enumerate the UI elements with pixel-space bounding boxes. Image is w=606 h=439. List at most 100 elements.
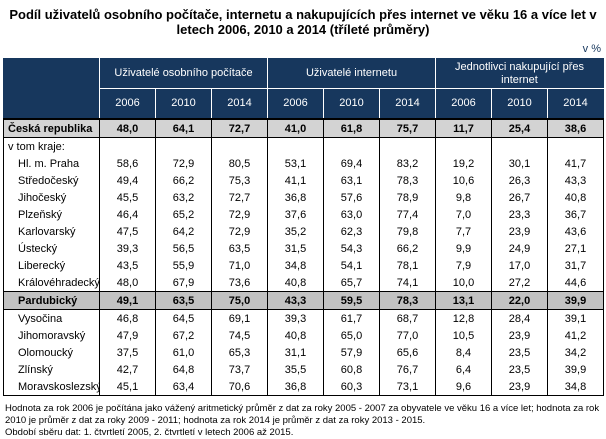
- row-label: Česká republika: [3, 118, 100, 138]
- footnotes: Hodnota za rok 2006 je počítána jako váž…: [3, 403, 603, 439]
- data-cell: 64,2: [155, 223, 212, 240]
- data-cell: 72,9: [211, 206, 268, 223]
- data-cell: 54,3: [323, 240, 380, 257]
- corner-cell: [3, 58, 100, 120]
- row-label: Moravskoslezský: [3, 378, 100, 396]
- data-cell: 60,8: [323, 361, 380, 378]
- row-label: v tom kraje:: [3, 137, 100, 155]
- data-cell: 72,7: [211, 189, 268, 206]
- header-year-row: 2006 2010 2014 2006 2010 2014 2006 2010 2014: [4, 88, 605, 120]
- data-cell: 72,7: [211, 118, 268, 138]
- data-cell: 41,0: [267, 118, 324, 138]
- row-label: Plzeňský: [3, 206, 100, 223]
- data-cell: 31,7: [547, 257, 605, 274]
- data-cell: 38,6: [547, 118, 605, 138]
- data-cell: 41,2: [547, 327, 605, 344]
- data-cell: 43,3: [547, 172, 605, 189]
- row-label: Ústecký: [3, 240, 100, 257]
- year-header: 2006: [267, 88, 324, 120]
- data-cell: 79,8: [378, 223, 437, 240]
- data-cell: 57,9: [323, 344, 380, 361]
- data-cell: 7,7: [435, 223, 493, 240]
- data-cell: 36,8: [267, 378, 324, 396]
- table-row: Ústecký 39,3 56,5 63,5 31,5 54,3 66,2 9,9 24,9 27…: [3, 240, 605, 257]
- table-row: Moravskoslezský 45,1 63,4 70,6 36,8 60,3 73,1 9…: [3, 378, 605, 396]
- table-row: Karlovarský 47,5 64,2 72,9 35,2 62,3 79,8 7,7 23…: [3, 223, 605, 240]
- row-label: Pardubický: [3, 291, 100, 310]
- data-cell: 43,3: [267, 291, 324, 310]
- data-cell: 39,9: [547, 361, 605, 378]
- data-cell: 27,2: [491, 274, 549, 292]
- data-cell: 41,1: [267, 172, 324, 189]
- data-cell: 31,5: [267, 240, 324, 257]
- year-header: 2014: [547, 88, 605, 120]
- data-cell: 65,6: [378, 344, 437, 361]
- year-header: 2006: [435, 88, 493, 120]
- data-cell: 37,5: [99, 344, 156, 361]
- data-cell: 30,1: [491, 155, 549, 172]
- data-cell: 72,9: [211, 223, 268, 240]
- data-cell: 78,3: [378, 172, 437, 189]
- data-cell: 17,0: [491, 257, 549, 274]
- data-cell: [378, 137, 437, 155]
- row-label: Královéhradecký: [3, 274, 100, 292]
- table-row: Pardubický 49,1 63,5 75,0 43,3 59,5 78,3 13,1 22…: [3, 291, 605, 310]
- data-cell: 53,1: [267, 155, 324, 172]
- data-cell: 49,4: [99, 172, 156, 189]
- data-cell: [435, 137, 493, 155]
- data-cell: 65,7: [323, 274, 380, 292]
- data-cell: 34,2: [547, 344, 605, 361]
- data-cell: 10,6: [435, 172, 493, 189]
- data-cell: 69,4: [323, 155, 380, 172]
- row-label: Liberecký: [3, 257, 100, 274]
- data-cell: 44,6: [547, 274, 605, 292]
- page-title: Podíl uživatelů osobního počítače, inter…: [9, 7, 597, 37]
- data-cell: 43,5: [99, 257, 156, 274]
- data-cell: 46,8: [99, 309, 156, 327]
- data-cell: 69,1: [211, 309, 268, 327]
- data-cell: 56,5: [155, 240, 212, 257]
- data-cell: [323, 137, 380, 155]
- unit-label: v %: [582, 43, 601, 55]
- data-cell: 58,6: [99, 155, 156, 172]
- data-cell: [547, 137, 605, 155]
- data-cell: 39,1: [547, 309, 605, 327]
- data-cell: 41,7: [547, 155, 605, 172]
- row-label: Karlovarský: [3, 223, 100, 240]
- year-header: 2014: [378, 88, 437, 120]
- data-cell: 26,3: [491, 172, 549, 189]
- table-row: Olomoucký 37,5 61,0 65,3 31,1 57,9 65,6 8,4 23,5…: [3, 344, 605, 361]
- header-group-row: Uživatelé osobního počítače Uživatelé in…: [3, 58, 605, 120]
- data-cell: 7,9: [435, 257, 493, 274]
- data-cell: 36,7: [547, 206, 605, 223]
- data-cell: 28,4: [491, 309, 549, 327]
- data-cell: 27,1: [547, 240, 605, 257]
- data-cell: 77,0: [378, 327, 437, 344]
- data-cell: 74,5: [211, 327, 268, 344]
- data-cell: 10,5: [435, 327, 493, 344]
- data-cell: 61,0: [155, 344, 212, 361]
- data-cell: 8,4: [435, 344, 493, 361]
- data-cell: 70,6: [211, 378, 268, 396]
- data-cell: 34,8: [547, 378, 605, 396]
- data-cell: 47,5: [99, 223, 156, 240]
- data-cell: 72,9: [155, 155, 212, 172]
- table-row: Plzeňský 46,4 65,2 72,9 37,6 63,0 77,4 7,0 23,3 3…: [3, 206, 605, 223]
- data-cell: 39,9: [547, 291, 605, 310]
- data-cell: 45,1: [99, 378, 156, 396]
- data-cell: 19,2: [435, 155, 493, 172]
- table-row: Vysočina 46,8 64,5 69,1 39,3 61,7 68,7 12,8 28,4…: [3, 309, 605, 327]
- data-cell: 77,4: [378, 206, 437, 223]
- data-cell: 65,0: [323, 327, 380, 344]
- row-label: Vysočina: [3, 309, 100, 327]
- data-cell: 78,9: [378, 189, 437, 206]
- table-row: Jihomoravský 47,9 67,2 74,5 40,8 65,0 77,0 10,5…: [3, 327, 605, 344]
- data-cell: 65,3: [211, 344, 268, 361]
- row-label: Olomoucký: [3, 344, 100, 361]
- data-cell: 73,6: [211, 274, 268, 292]
- table-row: Zlínský 42,7 64,8 73,7 35,5 60,8 76,7 6,4 23,5 39…: [3, 361, 605, 378]
- data-cell: 23,5: [491, 361, 549, 378]
- data-cell: 74,1: [378, 274, 437, 292]
- data-cell: 71,0: [211, 257, 268, 274]
- data-cell: 83,2: [378, 155, 437, 172]
